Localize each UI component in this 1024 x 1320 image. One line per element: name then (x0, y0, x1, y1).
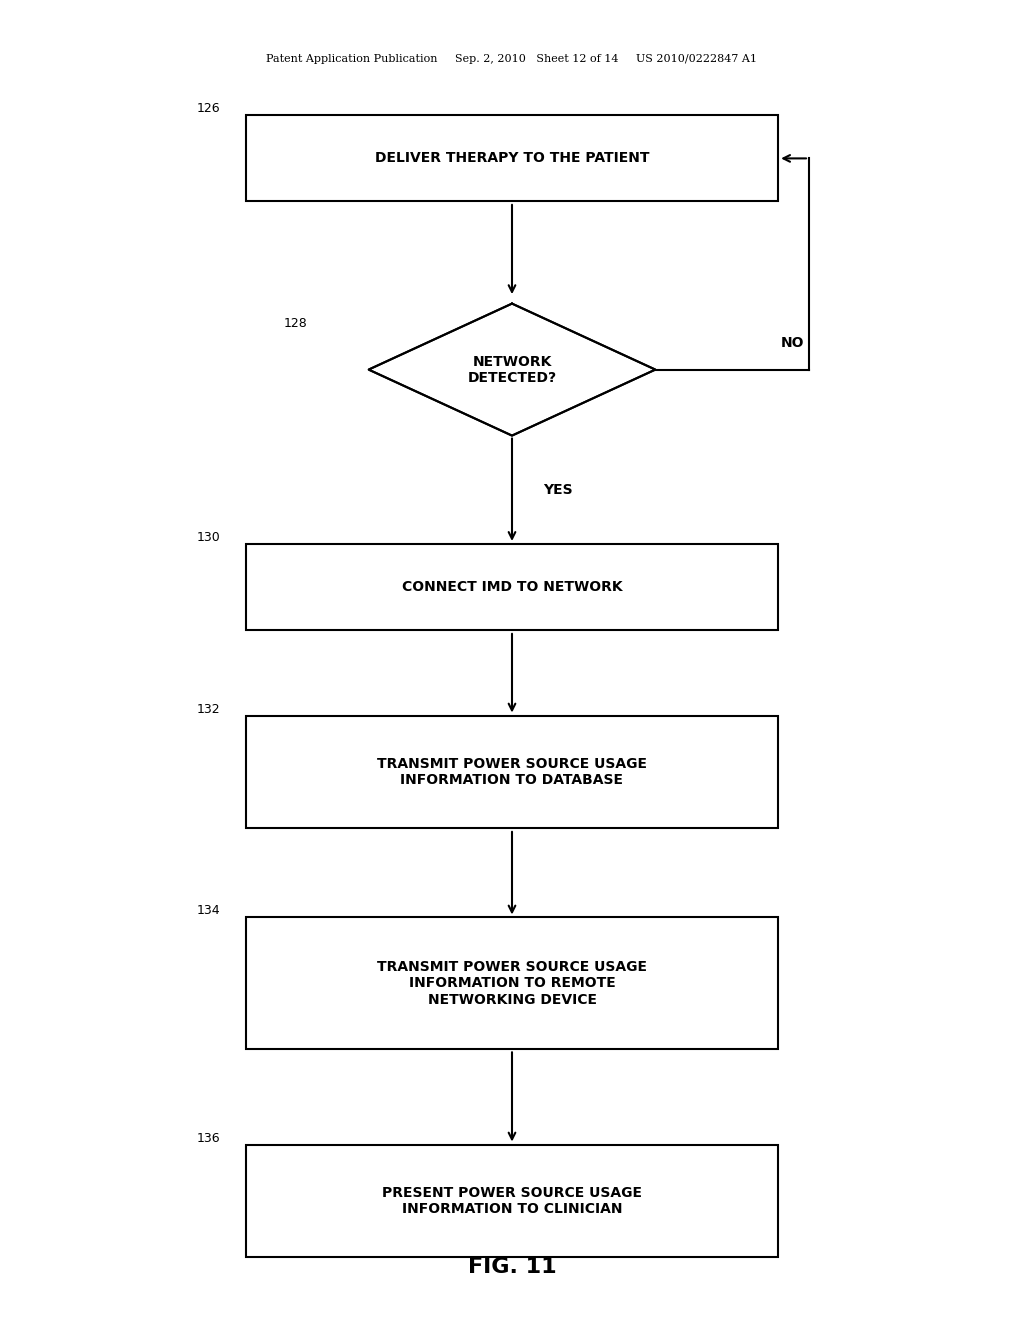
Text: 130: 130 (197, 531, 220, 544)
Text: TRANSMIT POWER SOURCE USAGE
INFORMATION TO DATABASE: TRANSMIT POWER SOURCE USAGE INFORMATION … (377, 758, 647, 787)
Text: 136: 136 (197, 1131, 220, 1144)
FancyBboxPatch shape (246, 1144, 778, 1257)
Text: TRANSMIT POWER SOURCE USAGE
INFORMATION TO REMOTE
NETWORKING DEVICE: TRANSMIT POWER SOURCE USAGE INFORMATION … (377, 960, 647, 1007)
FancyBboxPatch shape (246, 115, 778, 201)
Text: 134: 134 (197, 904, 220, 917)
Text: 132: 132 (197, 704, 220, 715)
Text: DELIVER THERAPY TO THE PATIENT: DELIVER THERAPY TO THE PATIENT (375, 152, 649, 165)
Text: CONNECT IMD TO NETWORK: CONNECT IMD TO NETWORK (401, 581, 623, 594)
Text: 126: 126 (197, 103, 220, 115)
Text: PRESENT POWER SOURCE USAGE
INFORMATION TO CLINICIAN: PRESENT POWER SOURCE USAGE INFORMATION T… (382, 1187, 642, 1216)
Text: Patent Application Publication     Sep. 2, 2010   Sheet 12 of 14     US 2010/022: Patent Application Publication Sep. 2, 2… (266, 54, 758, 65)
Text: 128: 128 (284, 317, 307, 330)
FancyBboxPatch shape (246, 715, 778, 829)
Text: NO: NO (780, 335, 804, 350)
FancyBboxPatch shape (246, 917, 778, 1049)
Text: YES: YES (543, 483, 572, 496)
FancyBboxPatch shape (246, 544, 778, 630)
Polygon shape (369, 304, 655, 436)
Text: FIG. 11: FIG. 11 (468, 1257, 556, 1278)
Text: NETWORK
DETECTED?: NETWORK DETECTED? (467, 355, 557, 384)
